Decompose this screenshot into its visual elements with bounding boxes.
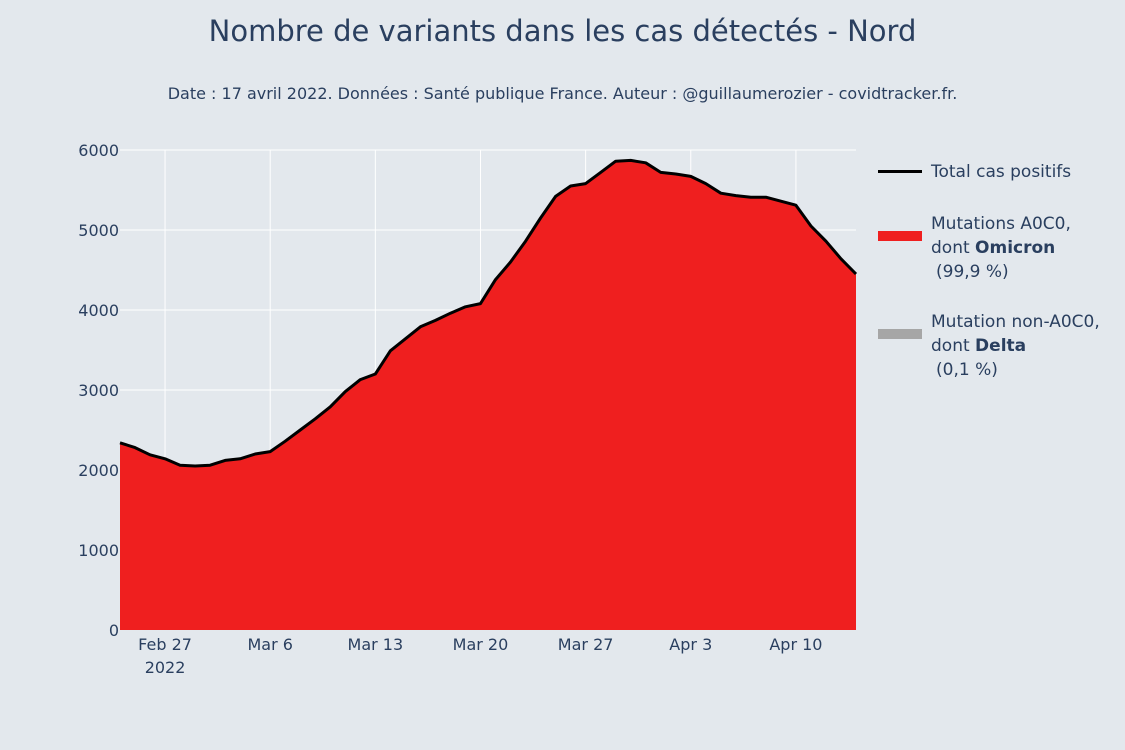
y-tick-label: 1000 [78, 541, 119, 560]
x-tick-label: Mar 27 [558, 635, 614, 654]
x-axis-ticks: Feb 27 2022 Mar 6 Mar 13 Mar 20 Mar 27 Apr 3 Ap… [138, 635, 822, 677]
legend-label-total: Total cas positifs [931, 162, 1072, 182]
legend-swatch-omicron [878, 231, 922, 241]
x-tick-label: Mar 20 [453, 635, 509, 654]
line-total [119, 158, 858, 468]
legend-swatch-delta [878, 329, 922, 339]
x-tick-label: Mar 13 [348, 635, 404, 654]
x-tick-label: Apr 10 [769, 635, 822, 654]
chart-subtitle: Date : 17 avril 2022. Données : Santé pu… [167, 84, 958, 103]
series-lines [119, 158, 858, 468]
series-areas [120, 160, 856, 630]
legend-delta-pct: (0,1 %) [936, 360, 998, 380]
x-tick-label: Apr 3 [669, 635, 712, 654]
legend-omicron-line1: Mutations A0C0, [931, 214, 1071, 234]
legend-delta-prefix: dont [931, 336, 976, 356]
y-tick-label: 6000 [78, 141, 119, 160]
legend-item-delta[interactable]: Mutation non-A0C0, dont Delta (0,1 %) [878, 310, 1100, 382]
legend-omicron-pct: (99,9 %) [936, 262, 1009, 282]
y-tick-label: 3000 [78, 381, 119, 400]
y-tick-label: 4000 [78, 301, 119, 320]
legend-delta-line1: Mutation non-A0C0, [931, 312, 1100, 332]
area-omicron [120, 160, 856, 630]
legend-label-omicron: Mutations A0C0, dont Omicron (99,9 %) [931, 212, 1071, 284]
legend-label-delta: Mutation non-A0C0, dont Delta (0,1 %) [931, 310, 1100, 382]
chart-title: Nombre de variants dans les cas détectés… [208, 14, 917, 48]
legend-delta-bold: Delta [975, 336, 1027, 356]
legend-item-omicron[interactable]: Mutations A0C0, dont Omicron (99,9 %) [878, 212, 1071, 284]
y-tick-label: 5000 [78, 221, 119, 240]
y-tick-label: 0 [109, 621, 119, 640]
x-tick-sublabel: 2022 [145, 658, 186, 677]
y-tick-label: 2000 [78, 461, 119, 480]
x-tick-label: Mar 6 [247, 635, 292, 654]
x-tick-label: Feb 27 [138, 635, 192, 654]
legend-item-total[interactable]: Total cas positifs [878, 160, 1071, 184]
legend-swatch-total [878, 170, 922, 173]
y-axis-ticks: 0 1000 2000 3000 4000 5000 6000 [78, 141, 119, 640]
legend-omicron-bold: Omicron [975, 238, 1056, 258]
legend-omicron-prefix: dont [931, 238, 976, 258]
